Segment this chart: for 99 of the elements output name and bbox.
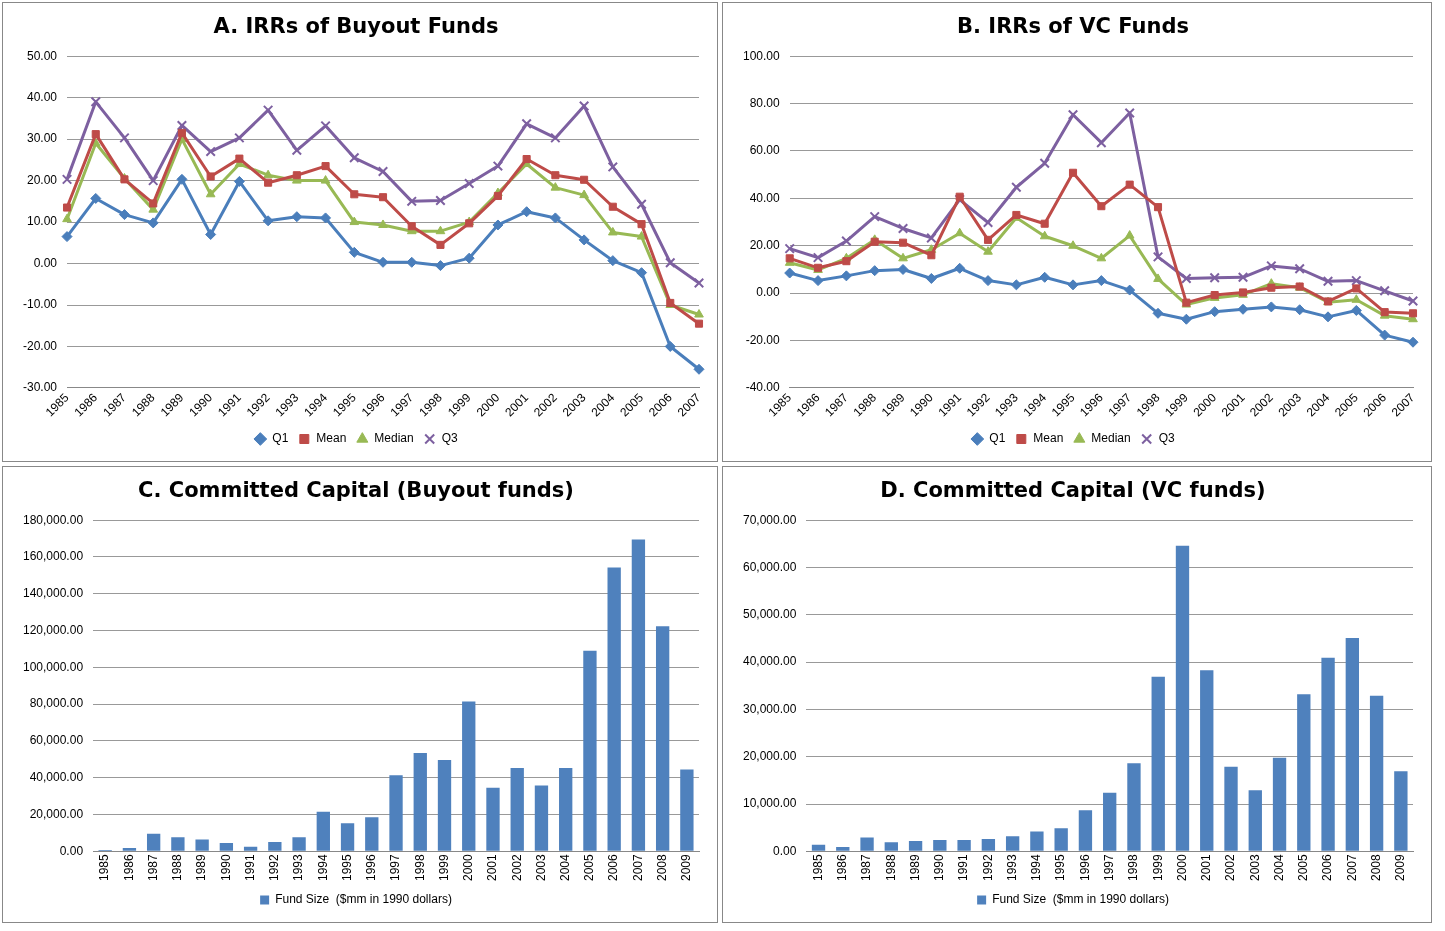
y-tick-label: 30,000.00 (742, 701, 797, 716)
x-tick-label: 1985 (810, 853, 825, 882)
y-tick-label: -20.00 (22, 338, 58, 353)
chart-title: D. Committed Capital (VC funds) (880, 478, 1266, 503)
x-tick-label: 2006 (1320, 853, 1335, 882)
x-tick-label: 2004 (1271, 853, 1286, 882)
x-tick-label: 2007 (630, 853, 645, 882)
x-tick-label: 2003 (1247, 853, 1262, 882)
legend-label: Fund Size ($mm in 1990 dollars) (275, 892, 452, 907)
x-tick-label: 1989 (907, 853, 922, 882)
y-tick-label: 60,000.00 (742, 559, 797, 574)
legend-label: Median (1091, 431, 1131, 446)
x-tick-label: 2008 (654, 853, 669, 882)
x-tick-label: 2007 (1344, 853, 1359, 882)
y-tick-label: 140,000.00 (23, 586, 84, 601)
x-tick-label: 2001 (485, 853, 500, 882)
y-tick-label: 100,000.00 (23, 659, 84, 674)
y-tick-label: 70,000.00 (742, 512, 797, 527)
x-tick-label: 2002 (509, 853, 524, 882)
y-tick-label: -30.00 (22, 380, 58, 395)
x-tick-label: 1987 (145, 853, 160, 882)
legend-label: Fund Size ($mm in 1990 dollars) (992, 892, 1169, 907)
x-tick-label: 1993 (291, 853, 306, 882)
y-tick-label: 80.00 (749, 95, 781, 110)
x-tick-label: 2001 (1199, 853, 1214, 882)
x-tick-label: 1989 (194, 853, 209, 882)
y-tick-label: 100.00 (743, 48, 781, 63)
y-tick-label: 0.00 (756, 285, 781, 300)
x-tick-label: 1996 (364, 853, 379, 882)
legend-label: Q1 (989, 431, 1006, 446)
x-tick-label: 1998 (412, 853, 427, 882)
y-tick-label: 30.00 (26, 131, 58, 146)
y-tick-label: 40,000.00 (29, 770, 84, 785)
x-tick-label: 1996 (1077, 853, 1092, 882)
y-tick-label: -20.00 (745, 332, 781, 347)
x-tick-label: 2009 (1393, 853, 1408, 882)
y-tick-label: 20,000.00 (742, 749, 797, 764)
y-tick-label: 20,000.00 (29, 806, 84, 821)
y-tick-label: 180,000.00 (23, 512, 84, 527)
y-tick-label: 0.00 (773, 843, 797, 858)
y-tick-label: 10,000.00 (742, 796, 797, 811)
y-tick-label: -40.00 (745, 380, 781, 395)
x-tick-label: 1993 (1004, 853, 1019, 882)
legend-label: Q1 (272, 431, 289, 446)
y-tick-label: 40,000.00 (742, 654, 797, 669)
x-tick-label: 1994 (1029, 853, 1044, 882)
chart-title: C. Committed Capital (Buyout funds) (138, 478, 574, 503)
x-tick-label: 1988 (883, 853, 898, 882)
x-tick-label: 1986 (835, 853, 850, 882)
x-tick-label: 1986 (121, 853, 136, 882)
x-tick-label: 1998 (1126, 853, 1141, 882)
x-tick-label: 2000 (1174, 853, 1189, 882)
y-tick-label: 20.00 (26, 172, 58, 187)
x-tick-label: 1997 (388, 853, 403, 882)
legend-label: Median (374, 431, 414, 446)
x-tick-label: 1987 (859, 853, 874, 882)
x-tick-label: 1991 (956, 853, 971, 882)
x-tick-label: 2000 (461, 853, 476, 882)
x-tick-label: 2003 (533, 853, 548, 882)
x-tick-label: 2005 (1296, 853, 1311, 882)
y-tick-label: 40.00 (26, 89, 58, 104)
x-tick-label: 1995 (339, 853, 354, 882)
x-tick-label: 1995 (1053, 853, 1068, 882)
x-tick-label: 2008 (1368, 853, 1383, 882)
x-tick-label: 1999 (436, 853, 451, 882)
x-tick-label: 2002 (1223, 853, 1238, 882)
x-tick-label: 1994 (315, 853, 330, 882)
y-tick-label: 20.00 (749, 238, 781, 253)
x-tick-label: 1992 (980, 853, 995, 882)
x-tick-label: 1985 (97, 853, 112, 882)
y-tick-label: -10.00 (22, 297, 58, 312)
x-tick-label: 2009 (679, 853, 694, 882)
y-tick-label: 40.00 (749, 190, 781, 205)
legend-label: Mean (1033, 431, 1064, 446)
y-tick-label: 60,000.00 (29, 733, 84, 748)
y-tick-label: 10.00 (26, 214, 58, 229)
y-tick-label: 50,000.00 (742, 607, 797, 622)
chart-title: A. IRRs of Buyout Funds (213, 14, 499, 39)
legend-label: Mean (316, 431, 347, 446)
x-tick-label: 1990 (218, 853, 233, 882)
x-tick-label: 2004 (558, 853, 573, 882)
y-tick-label: 0.00 (33, 255, 58, 270)
x-tick-label: 1988 (170, 853, 185, 882)
y-tick-label: 80,000.00 (29, 696, 84, 711)
chart-title: B. IRRs of VC Funds (957, 14, 1189, 39)
x-tick-label: 2005 (582, 853, 597, 882)
y-tick-label: 160,000.00 (23, 549, 84, 564)
y-tick-label: 0.00 (59, 843, 84, 858)
y-tick-label: 50.00 (26, 48, 58, 63)
x-tick-label: 1997 (1102, 853, 1116, 882)
x-tick-label: 1992 (267, 853, 282, 882)
x-tick-label: 1990 (932, 853, 947, 882)
legend-label: Q3 (441, 431, 459, 446)
x-tick-label: 1999 (1150, 853, 1165, 882)
legend-label: Q3 (1158, 431, 1176, 446)
y-tick-label: 60.00 (749, 143, 781, 158)
y-tick-label: 120,000.00 (23, 622, 84, 637)
x-tick-label: 2006 (606, 853, 621, 882)
x-tick-label: 1991 (242, 853, 257, 882)
